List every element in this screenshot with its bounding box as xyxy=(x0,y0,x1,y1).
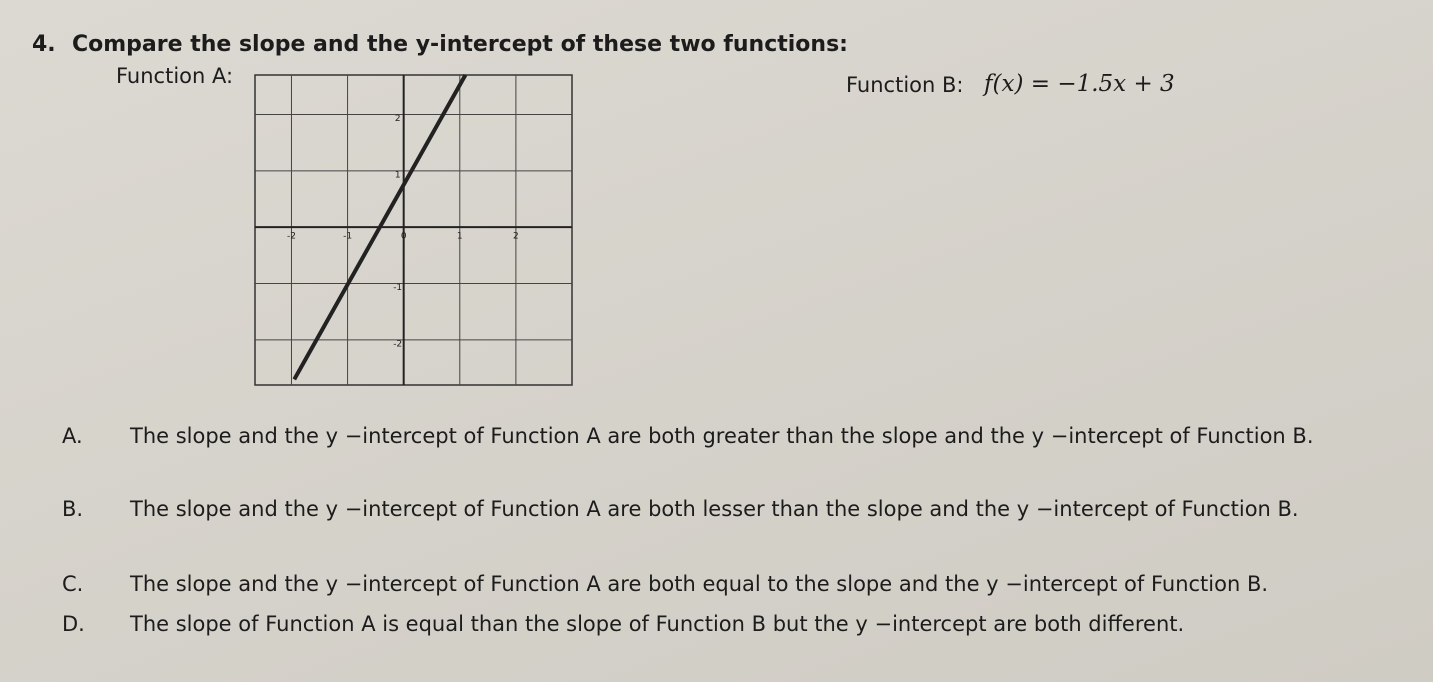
graph-frame xyxy=(254,74,573,386)
question-number: 4. xyxy=(32,32,56,57)
option-text: The slope and the y −intercept of Functi… xyxy=(130,572,1269,596)
graph: -2-1012-2-112 xyxy=(254,74,573,386)
function-a-label: Function A: xyxy=(116,64,234,88)
option-letter: B. xyxy=(62,497,84,521)
y-tick-label: -1 xyxy=(393,283,402,293)
option-text: The slope and the y −intercept of Functi… xyxy=(130,424,1314,448)
option-letter: A. xyxy=(62,424,83,448)
function-b-equation: f(x) = −1.5x + 3 xyxy=(984,71,1175,97)
function-b-label: Function B: xyxy=(846,73,964,97)
y-tick-label: 1 xyxy=(395,170,401,180)
y-tick-label: 2 xyxy=(395,114,401,124)
option-letter: C. xyxy=(62,572,84,596)
option[interactable]: A. The slope and the y −intercept of Func… xyxy=(62,418,1433,490)
x-tick-label: 1 xyxy=(457,232,463,242)
option-text: The slope of Function A is equal than th… xyxy=(130,612,1185,636)
x-tick-label: -2 xyxy=(287,232,296,242)
y-tick-label: -2 xyxy=(393,339,402,349)
function-line xyxy=(292,74,468,381)
question-text: Compare the slope and the y-intercept of… xyxy=(72,32,848,57)
option-text: The slope and the y −intercept of Functi… xyxy=(130,497,1299,521)
x-tick-label: 2 xyxy=(513,232,519,242)
option[interactable]: B. The slope and the y −intercept of Func… xyxy=(62,491,1433,563)
x-tick-label: -1 xyxy=(343,232,352,242)
option-letter: D. xyxy=(62,612,85,636)
